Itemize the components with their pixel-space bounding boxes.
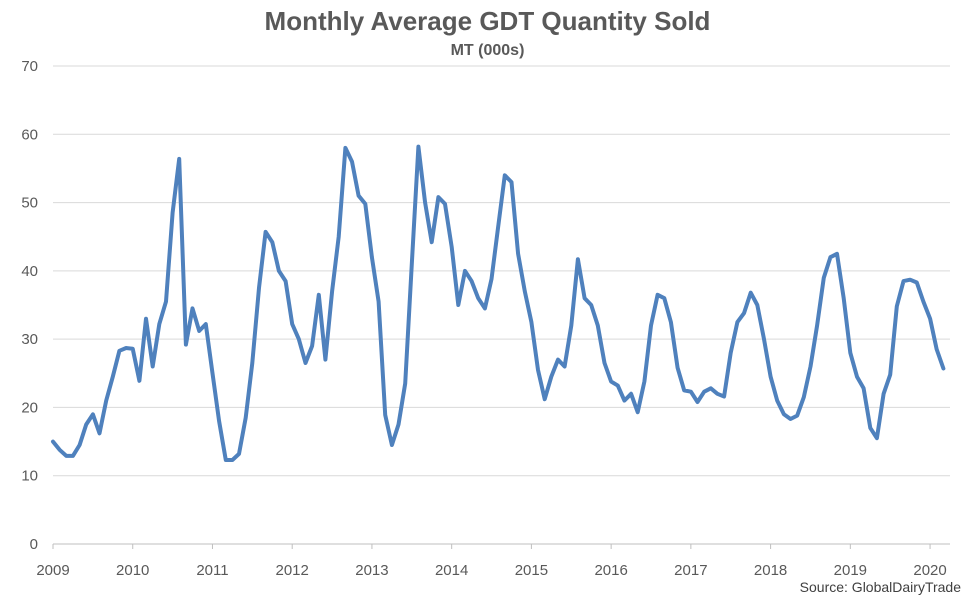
x-tick-label: 2020 xyxy=(913,562,946,579)
y-tick-label: 10 xyxy=(21,468,38,485)
series-group xyxy=(51,144,946,462)
x-tick-label: 2011 xyxy=(196,562,228,579)
x-tick-label: 2012 xyxy=(276,562,309,579)
x-tick-label: 2009 xyxy=(36,562,69,579)
y-tick-label: 40 xyxy=(21,263,38,280)
x-tick-label: 2010 xyxy=(116,562,149,579)
y-tick-label: 20 xyxy=(21,399,38,416)
y-tick-label: 50 xyxy=(21,195,38,212)
x-tick-label: 2019 xyxy=(834,562,867,579)
source-note: Source: GlobalDairyTrade xyxy=(799,579,961,595)
gridlines xyxy=(53,65,950,545)
x-tick-label: 2014 xyxy=(435,562,468,579)
x-tick-label: 2015 xyxy=(515,562,548,579)
x-tick-label: 2013 xyxy=(355,562,388,579)
y-tick-label: 60 xyxy=(21,126,38,143)
x-tick-label: 2016 xyxy=(594,562,627,579)
y-tick-label: 70 xyxy=(21,58,38,75)
chart-title: Monthly Average GDT Quantity Sold xyxy=(264,6,711,36)
x-tick-label: 2018 xyxy=(754,562,787,579)
series-line xyxy=(51,144,946,462)
chart-subtitle: MT (000s) xyxy=(450,42,525,59)
y-axis: 0 10 20 30 40 50 60 70 xyxy=(21,58,38,553)
x-axis: 2009 2010 2011 2012 2013 2014 2015 2016 2017 2018… xyxy=(36,544,947,579)
y-tick-label: 30 xyxy=(21,331,38,348)
x-tick-label: 2017 xyxy=(674,562,707,579)
y-tick-label: 0 xyxy=(30,536,38,553)
